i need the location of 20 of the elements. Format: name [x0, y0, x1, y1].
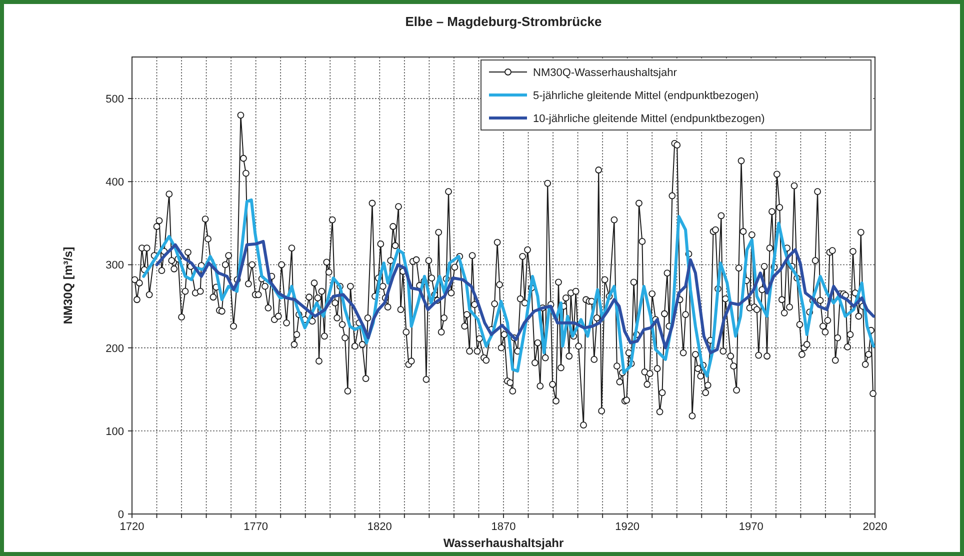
x-axis-title: Wasserhaushaltsjahr	[443, 536, 564, 550]
y-tick-label: 400	[106, 176, 124, 189]
x-tick-label: 1820	[367, 521, 392, 533]
legend-label: 10-jährliche gleitende Mittel (endpunktbezogen)	[533, 113, 765, 125]
y-tick-label: 0	[118, 509, 124, 521]
legend-label: NM30Q-Wasserhaushaltsjahr	[533, 67, 678, 79]
y-tick-label: 200	[106, 342, 124, 355]
y-axis-title: NM30Q [m³/s]	[61, 246, 75, 324]
x-tick-label: 1720	[120, 521, 144, 533]
y-tick-label: 500	[106, 94, 124, 106]
legend-label: 5-jährliche gleitende Mittel (endpunktbezogen)	[533, 90, 759, 102]
x-tick-label: 1870	[491, 521, 516, 533]
x-tick-label: 1770	[244, 521, 268, 533]
x-tick-label: 1920	[615, 521, 640, 533]
line-series	[155, 240, 876, 354]
chart-title: Elbe – Magdeburg-Strombrücke	[405, 14, 602, 29]
x-tick-label: 2020	[862, 521, 888, 533]
y-tick-label: 100	[106, 426, 124, 438]
y-tick-label: 300	[106, 260, 124, 272]
x-tick-label: 1970	[738, 521, 764, 533]
